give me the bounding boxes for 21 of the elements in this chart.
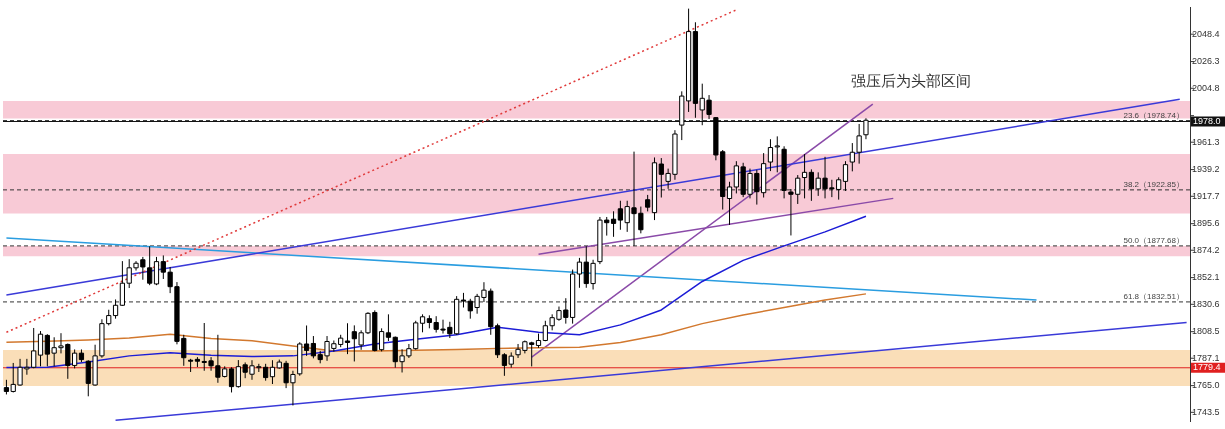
- y-tick-label: 2026.3: [1192, 56, 1220, 67]
- ref-line-label: 1978.0: [1193, 115, 1221, 126]
- y-tick-label: 1830.6: [1192, 298, 1220, 309]
- y-tick-label: 1939.2: [1192, 164, 1220, 175]
- y-tick-label: 1765.0: [1192, 380, 1220, 391]
- ref-line-label: 23.6（1978.74）: [1123, 110, 1184, 120]
- y-tick-label: 1917.7: [1192, 190, 1220, 201]
- y-tick-label: 1874.2: [1192, 244, 1220, 255]
- y-tick-label: 1808.5: [1192, 326, 1220, 337]
- y-tick-label: 1852.1: [1192, 272, 1220, 283]
- ref-line-label: 61.8（1832.51）: [1123, 292, 1184, 302]
- ref-line-label: 1779.4: [1193, 362, 1221, 373]
- y-tick-label: 2048.4: [1192, 28, 1220, 39]
- ref-line-label: 50.0（1877.68）: [1123, 236, 1184, 246]
- y-tick-label: 2004.8: [1192, 82, 1220, 93]
- y-tick-label: 1787.1: [1192, 352, 1220, 363]
- band-label: 强压后为头部区间: [851, 71, 972, 89]
- y-tick-label: 1895.6: [1192, 218, 1220, 229]
- y-tick-label: 1961.3: [1192, 136, 1220, 147]
- ref-line-label: 38.2（1922.85）: [1123, 180, 1184, 190]
- y-tick-label: 1743.5: [1192, 406, 1220, 417]
